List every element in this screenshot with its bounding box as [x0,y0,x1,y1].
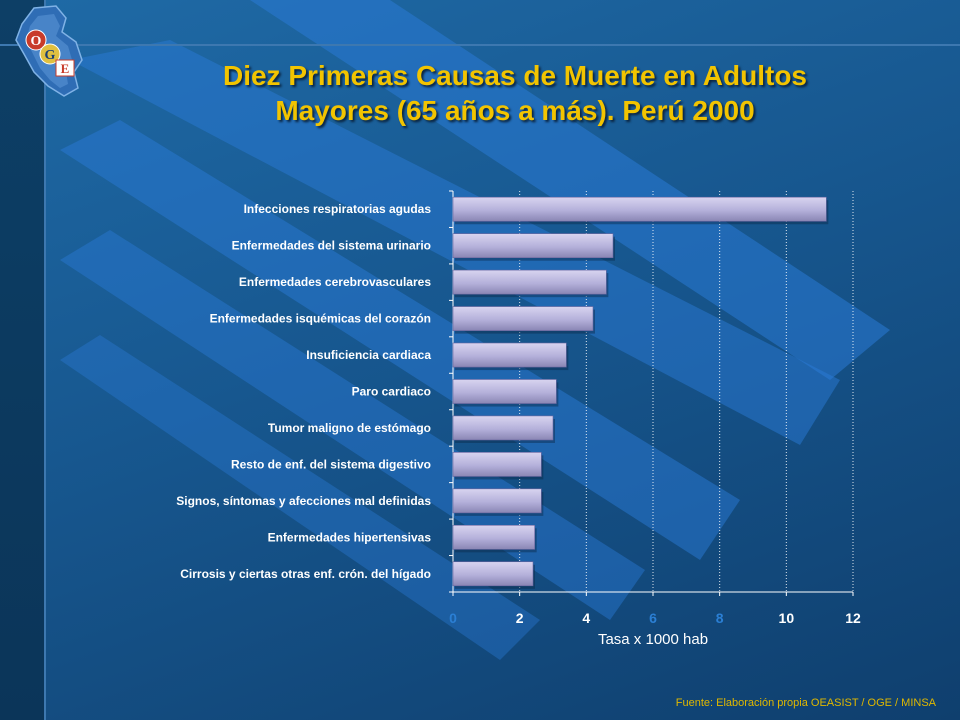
category-label: Enfermedades del sistema urinario [232,239,431,253]
slide-title-line-2: Mayores (65 años a más). Perú 2000 [275,95,755,126]
x-tick-label: 10 [779,610,795,626]
diagonal-stripe [60,120,740,560]
x-tick-label: 4 [582,610,590,626]
frame-vertical-line [44,0,46,720]
slide-title-line-1: Diez Primeras Causas de Muerte en Adulto… [222,60,808,91]
bar [452,233,614,259]
diagonal-stripe [60,230,645,620]
category-label: Tumor maligno de estómago [268,421,431,435]
bar [452,196,827,222]
category-label: Paro cardiaco [352,385,431,399]
bar [452,342,567,368]
slide-title: Diez Primeras Causas de Muerte en Adulto… [120,58,910,128]
category-label: Enfermedades isquémicas del corazón [210,312,431,326]
diagonal-stripe [60,335,540,660]
frame-horizontal-line [0,44,960,46]
bar [452,488,542,514]
oge-logo: O G E [15,5,83,97]
logo-circle-o [25,29,47,51]
x-tick-label: 12 [845,610,861,626]
x-tick-label: 6 [649,610,657,626]
category-label: Cirrosis y ciertas otras enf. crón. del … [180,567,431,581]
logo-box-e [55,59,75,77]
category-label: Insuficiencia cardiaca [306,348,431,362]
x-tick-label: 8 [716,610,724,626]
source-note: Fuente: Elaboración propia OEASIST / OGE… [675,697,936,709]
diagonal-stripe [250,0,890,380]
bar [452,524,535,550]
bar [452,269,607,295]
left-strip [0,0,44,720]
logo-circle-g [39,43,61,65]
bar [452,306,594,331]
category-label: Enfermedades cerebrovasculares [239,275,431,289]
logo-letter-g: G [45,48,56,63]
bar [452,415,554,441]
bar [452,561,534,587]
logo-letter-o: O [31,34,42,49]
category-label: Enfermedades hipertensivas [268,530,432,544]
x-axis-label: Tasa x 1000 hab [598,631,708,648]
x-tick-label: 0 [449,610,457,626]
category-label: Signos, síntomas y afecciones mal defini… [176,494,431,508]
logo-letter-e: E [61,61,70,76]
x-tick-label: 2 [516,610,524,626]
bar [452,452,542,477]
category-label: Infecciones respiratorias agudas [244,202,432,216]
category-label: Resto de enf. del sistema digestivo [231,457,431,471]
bar [452,379,557,404]
